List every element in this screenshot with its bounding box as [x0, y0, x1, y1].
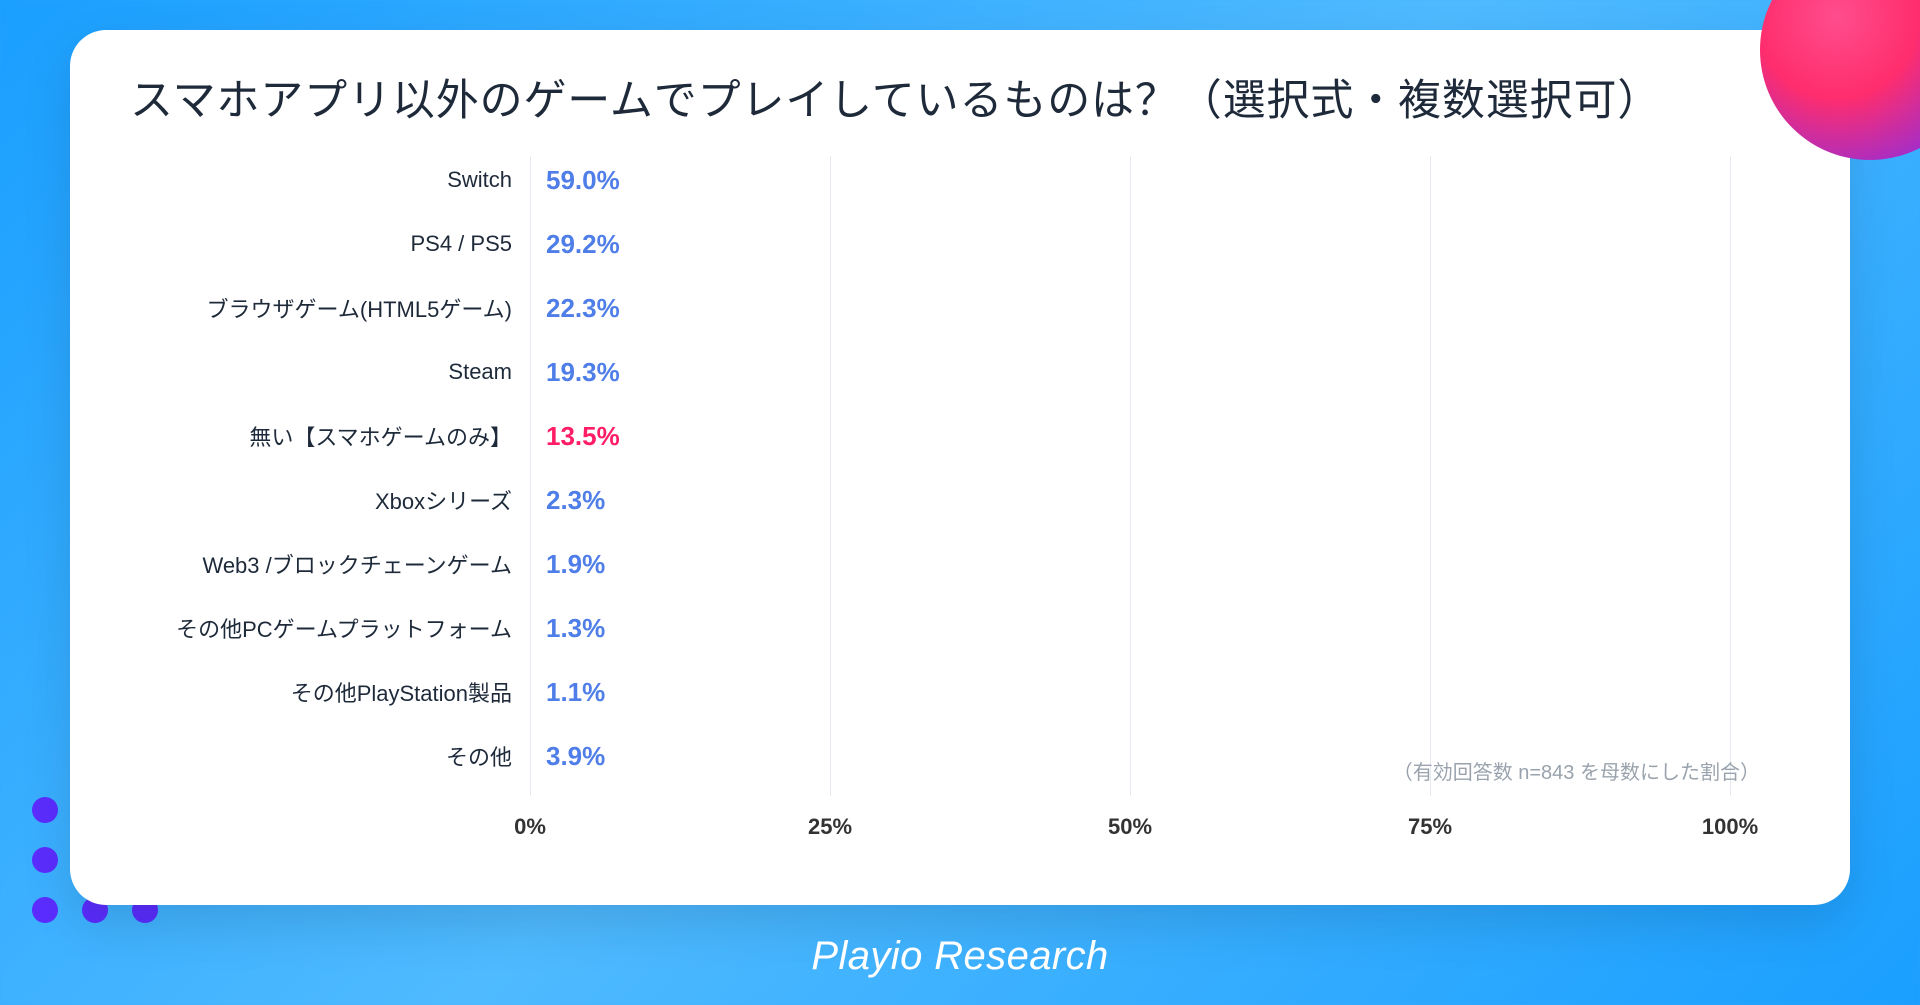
bar-row: その他PlayStation製品1.1% [530, 668, 605, 716]
gridline [1730, 156, 1731, 796]
value-label: 1.9% [546, 549, 605, 580]
value-label: 1.1% [546, 677, 605, 708]
category-label: Switch [447, 167, 512, 193]
category-label: その他PCゲームプラットフォーム [176, 612, 512, 644]
gridline [1430, 156, 1431, 796]
category-label: 無い【スマホゲームのみ】 [249, 420, 512, 452]
bar-row: Xboxシリーズ2.3% [530, 476, 605, 524]
bar-row: Switch59.0% [530, 156, 620, 204]
x-axis-tick-label: 0% [514, 814, 546, 840]
category-label: その他 [446, 740, 512, 772]
value-label: 29.2% [546, 229, 620, 260]
bar-row: 無い【スマホゲームのみ】13.5% [530, 412, 620, 460]
category-label: その他PlayStation製品 [291, 676, 512, 708]
bar-row: その他3.9% [530, 732, 605, 780]
value-label: 3.9% [546, 741, 605, 772]
x-axis-tick-label: 75% [1408, 814, 1452, 840]
value-label: 2.3% [546, 485, 605, 516]
x-axis-tick-label: 100% [1702, 814, 1758, 840]
value-label: 22.3% [546, 293, 620, 324]
value-label: 13.5% [546, 421, 620, 452]
chart-area: 0%25%50%75%100%Switch59.0%PS4 / PS529.2%… [130, 156, 1790, 856]
bar-row: その他PCゲームプラットフォーム1.3% [530, 604, 605, 652]
value-label: 59.0% [546, 165, 620, 196]
bar-row: Web3 /ブロックチェーンゲーム1.9% [530, 540, 605, 588]
chart-title: スマホアプリ以外のゲームでプレイしているものは？（選択式・複数選択可） [130, 66, 1790, 128]
footer-brand: Playio Research [0, 934, 1920, 979]
category-label: Xboxシリーズ [375, 484, 512, 516]
value-label: 19.3% [546, 357, 620, 388]
bar-row: ブラウザゲーム(HTML5ゲーム)22.3% [530, 284, 620, 332]
chart-card: スマホアプリ以外のゲームでプレイしているものは？（選択式・複数選択可） 0% 25… [70, 30, 1850, 905]
category-label: ブラウザゲーム(HTML5ゲーム) [207, 292, 512, 324]
gridline [830, 156, 831, 796]
x-axis-tick-label: 25% [808, 814, 852, 840]
value-label: 1.3% [546, 613, 605, 644]
category-label: Web3 /ブロックチェーンゲーム [202, 548, 512, 580]
plot-region: 0%25%50%75%100%Switch59.0%PS4 / PS529.2%… [530, 156, 1730, 796]
bar-row: Steam19.3% [530, 348, 620, 396]
x-axis-tick-label: 50% [1108, 814, 1152, 840]
category-label: Steam [448, 359, 512, 385]
chart-footnote: （有効回答数 n=843 を母数にした割合） [1393, 756, 1760, 785]
category-label: PS4 / PS5 [410, 231, 512, 257]
gridline [1130, 156, 1131, 796]
bar-row: PS4 / PS529.2% [530, 220, 620, 268]
